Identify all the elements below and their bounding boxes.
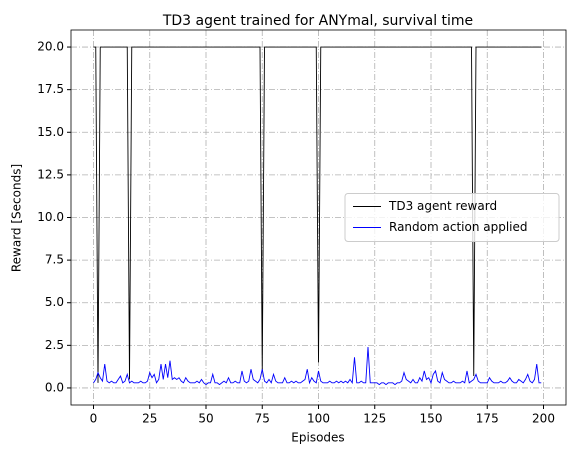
- legend-label: TD3 agent reward: [388, 199, 497, 213]
- legend-box: [344, 193, 560, 242]
- x-tick-label: 125: [363, 412, 386, 426]
- legend-label: Random action applied: [389, 220, 528, 234]
- x-tick-label: 75: [255, 412, 270, 426]
- y-tick-label: 7.5: [45, 253, 64, 267]
- series-line: [93, 46, 542, 383]
- y-tick-label: 12.5: [37, 167, 64, 181]
- y-tick-label: 0.0: [45, 380, 64, 394]
- chart-title: TD3 agent trained for ANYmal, survival t…: [162, 13, 473, 29]
- x-tick-label: 0: [90, 412, 98, 426]
- y-tick-label: 20.0: [37, 40, 64, 54]
- x-tick-label: 200: [532, 412, 555, 426]
- y-tick-label: 2.5: [45, 338, 64, 352]
- plot-frame: [70, 29, 567, 406]
- y-tick-label: 17.5: [37, 82, 64, 96]
- x-tick-label: 25: [142, 412, 157, 426]
- x-axis-label: Episodes: [291, 431, 344, 445]
- x-tick-label: 50: [198, 412, 213, 426]
- series-line: [93, 347, 542, 386]
- y-axis-label: Reward [Seconds]: [10, 164, 24, 272]
- x-tick-label: 175: [476, 412, 499, 426]
- y-tick-label: 5.0: [45, 295, 64, 309]
- y-tick-label: 10.0: [37, 210, 64, 224]
- y-tick-label: 15.0: [37, 125, 64, 139]
- x-tick-label: 150: [420, 412, 443, 426]
- x-tick-label: 100: [307, 412, 330, 426]
